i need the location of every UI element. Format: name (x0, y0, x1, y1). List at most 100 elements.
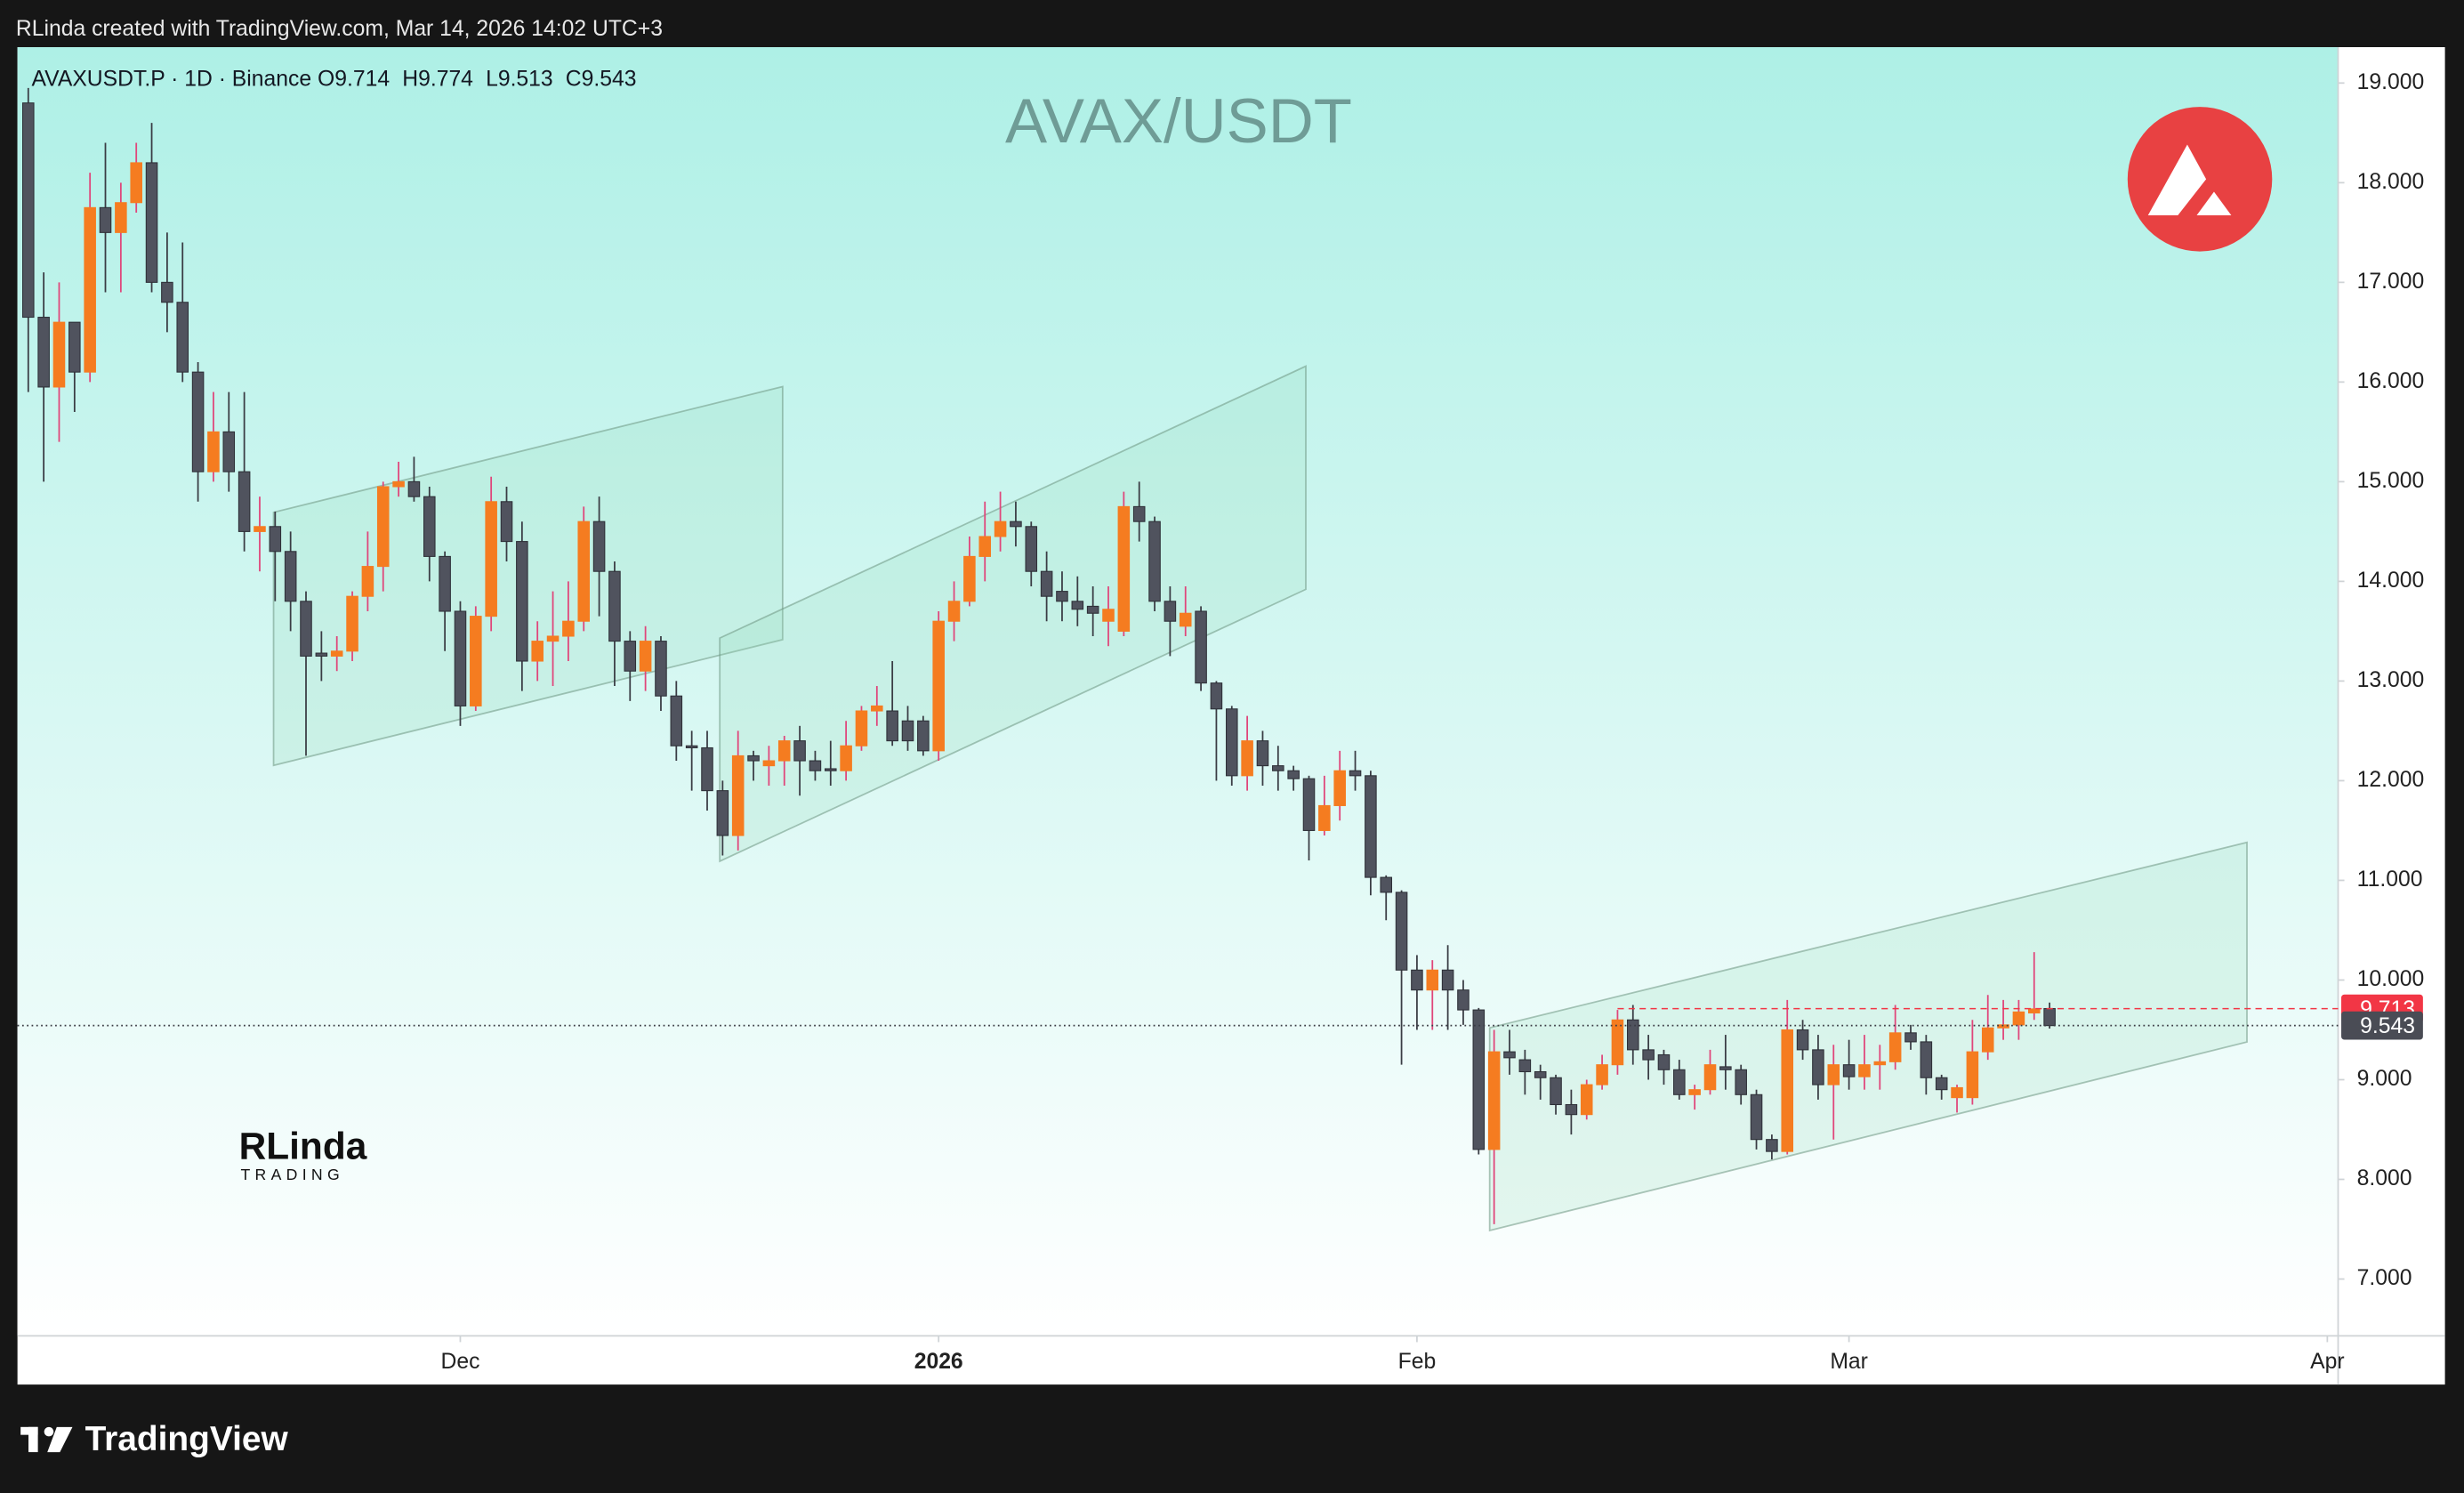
candle-body (1426, 969, 1439, 991)
candle-body (1812, 1049, 1824, 1085)
y-tick-label: 10.000 (2357, 967, 2425, 991)
x-tick-label: Feb (1398, 1350, 1437, 1374)
candle-body (1164, 601, 1177, 622)
candle-body (1241, 740, 1253, 777)
legend-ohlc: C9.543 (566, 68, 637, 92)
legend-ohlc: L9.513 (486, 68, 553, 92)
logo-shape (2147, 144, 2207, 215)
channel (1488, 841, 2248, 1232)
candle-body (701, 746, 713, 792)
candle-body (1071, 601, 1084, 610)
candle-body (1179, 612, 1192, 627)
candle-body (994, 521, 1007, 537)
x-tick-label: 2026 (914, 1350, 963, 1374)
candle-body (1796, 1029, 1809, 1051)
candle-body (52, 321, 66, 388)
candle-body (346, 595, 358, 652)
candle-body (376, 486, 390, 568)
candle-body (777, 740, 791, 762)
candle-body (1534, 1070, 1547, 1078)
candle-body (1025, 526, 1038, 572)
candle-body (1380, 876, 1393, 893)
candle-body (1272, 765, 1284, 771)
candle-body (639, 641, 652, 672)
y-tick-label: 17.000 (2357, 270, 2425, 294)
candle-body (840, 745, 852, 771)
candle-body (716, 790, 729, 836)
candle-body (1010, 521, 1022, 528)
candle-body (115, 202, 127, 233)
candle-body (932, 620, 945, 752)
price-marker-label: 9.543 (2360, 1014, 2415, 1038)
candle-body (130, 162, 142, 204)
candle-body (1735, 1069, 1747, 1095)
candle-body (1951, 1086, 1963, 1099)
candle-body (1411, 969, 1423, 991)
candle-body (485, 501, 497, 617)
price-marker (2341, 1011, 2423, 1040)
candle-body (1395, 892, 1408, 971)
y-tick-label: 18.000 (2357, 170, 2425, 194)
candle-body (1750, 1094, 1763, 1141)
candle-body (1966, 1051, 1979, 1099)
candle-body (1210, 682, 1223, 710)
candle-body (2027, 1008, 2041, 1013)
candle-body (2012, 1011, 2025, 1026)
candle-body (592, 521, 606, 572)
candle-body (1657, 1053, 1671, 1070)
candle-body (1904, 1032, 1917, 1043)
candle-body (1117, 505, 1131, 632)
y-tick-label: 15.000 (2357, 469, 2425, 493)
candle-body (1487, 1051, 1501, 1150)
candle-body (2043, 1007, 2056, 1027)
candle-body (670, 695, 683, 746)
logo-part (47, 1426, 73, 1453)
candle-body (269, 526, 282, 553)
candle-body (176, 302, 189, 373)
candle-body (1195, 610, 1207, 684)
candle-body (1580, 1084, 1593, 1116)
candle-body (1333, 770, 1346, 806)
candle-body (1040, 570, 1053, 597)
legend-ohlc: H9.774 (402, 68, 473, 92)
credit: RLinda created with TradingView.com, Mar… (16, 17, 663, 41)
candle-body (855, 710, 868, 746)
candle-body (423, 496, 436, 557)
author-mark-sub: TRADING (240, 1166, 344, 1183)
candle-body (1935, 1077, 1948, 1091)
candle-body (1611, 1019, 1624, 1066)
candle-body (516, 541, 528, 662)
candle-body (1441, 969, 1454, 991)
candle-body (407, 480, 421, 497)
candle-body (886, 710, 898, 742)
candle-body (454, 610, 467, 706)
candle-body (1858, 1064, 1871, 1077)
candle-body (1888, 1032, 1902, 1062)
y-tick-label: 8.000 (2357, 1166, 2412, 1190)
candle-body (1920, 1041, 1933, 1078)
candle-body (978, 536, 992, 557)
y-tick-label: 16.000 (2357, 369, 2425, 393)
candle-body (1766, 1139, 1778, 1152)
candle-body (1596, 1064, 1608, 1085)
candle-body (562, 620, 575, 637)
candle-body (222, 431, 236, 472)
candle-body (361, 566, 374, 597)
candle-body (99, 206, 112, 233)
candle-body (238, 471, 251, 532)
candle-body (1626, 1019, 1639, 1051)
candle-body (1086, 605, 1099, 614)
candle-body (762, 760, 776, 767)
candle-body (1673, 1069, 1686, 1095)
candle-body (1287, 770, 1300, 779)
candle-body (330, 650, 343, 657)
candle-body (624, 641, 637, 672)
candle-body (1719, 1066, 1732, 1070)
candle-body (191, 371, 205, 472)
candle-body (1703, 1064, 1717, 1091)
candle-body (1148, 521, 1161, 602)
candle-body (747, 755, 760, 762)
candle-body (546, 635, 560, 642)
